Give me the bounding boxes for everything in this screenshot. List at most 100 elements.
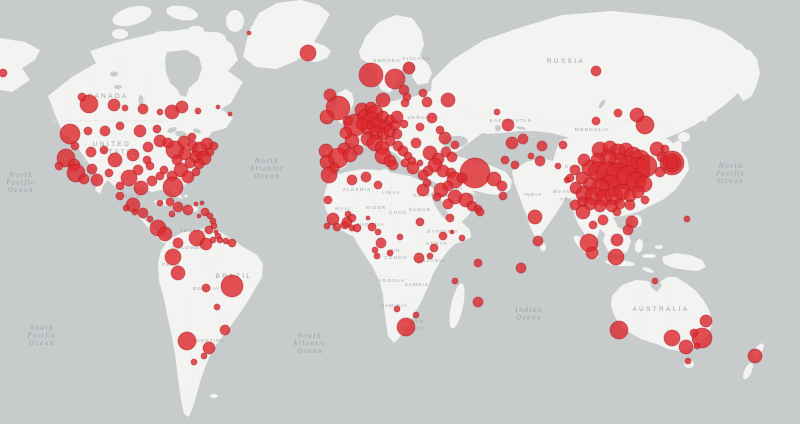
case-bubble[interactable] bbox=[209, 236, 217, 244]
case-bubble[interactable] bbox=[410, 137, 422, 149]
case-bubble[interactable] bbox=[159, 165, 169, 175]
case-bubble[interactable] bbox=[505, 136, 519, 150]
case-bubble[interactable] bbox=[500, 155, 510, 165]
case-bubble[interactable] bbox=[200, 352, 208, 360]
case-bubble[interactable] bbox=[162, 176, 184, 198]
case-bubble[interactable] bbox=[115, 121, 125, 131]
case-bubble[interactable] bbox=[429, 243, 439, 253]
case-bubble[interactable] bbox=[445, 213, 455, 223]
case-bubble[interactable] bbox=[498, 191, 508, 201]
case-bubble[interactable] bbox=[115, 181, 125, 191]
case-bubble[interactable] bbox=[693, 342, 701, 350]
case-bubble[interactable] bbox=[202, 341, 216, 355]
case-bubble[interactable] bbox=[115, 191, 125, 201]
case-bubble[interactable] bbox=[406, 161, 420, 175]
case-bubble[interactable] bbox=[131, 208, 139, 216]
case-bubble[interactable] bbox=[663, 329, 681, 347]
case-bubble[interactable] bbox=[199, 237, 213, 251]
case-bubble[interactable] bbox=[107, 98, 121, 112]
case-bubble[interactable] bbox=[421, 96, 433, 108]
case-bubble[interactable] bbox=[59, 123, 81, 145]
case-bubble[interactable] bbox=[458, 234, 466, 242]
case-bubble[interactable] bbox=[104, 168, 114, 178]
case-bubble[interactable] bbox=[442, 198, 454, 210]
case-bubble[interactable] bbox=[449, 229, 455, 235]
case-bubble[interactable] bbox=[613, 108, 623, 118]
case-bubble[interactable] bbox=[175, 100, 189, 114]
case-bubble[interactable] bbox=[591, 116, 601, 126]
case-bubble[interactable] bbox=[107, 152, 123, 168]
case-bubble[interactable] bbox=[352, 223, 362, 233]
case-bubble[interactable] bbox=[534, 155, 546, 167]
case-bubble[interactable] bbox=[152, 124, 162, 134]
case-bubble[interactable] bbox=[121, 104, 129, 112]
case-bubble[interactable] bbox=[446, 151, 458, 163]
case-bubble[interactable] bbox=[156, 199, 164, 207]
case-bubble[interactable] bbox=[699, 314, 713, 328]
case-bubble[interactable] bbox=[590, 65, 602, 77]
case-bubble[interactable] bbox=[172, 201, 184, 213]
case-bubble[interactable] bbox=[399, 119, 409, 129]
case-bubble[interactable] bbox=[120, 169, 138, 187]
case-bubble[interactable] bbox=[374, 228, 382, 236]
case-bubble[interactable] bbox=[205, 147, 215, 157]
case-bubble[interactable] bbox=[412, 311, 420, 319]
case-bubble[interactable] bbox=[459, 157, 491, 189]
case-bubble[interactable] bbox=[323, 88, 337, 102]
case-bubble[interactable] bbox=[418, 88, 428, 98]
case-bubble[interactable] bbox=[78, 173, 90, 185]
case-bubble[interactable] bbox=[393, 305, 401, 313]
case-bubble[interactable] bbox=[355, 117, 369, 131]
case-bubble[interactable] bbox=[435, 125, 445, 135]
case-bubble[interactable] bbox=[527, 152, 535, 160]
case-bubble[interactable] bbox=[126, 148, 140, 162]
case-bubble[interactable] bbox=[558, 140, 568, 150]
case-bubble[interactable] bbox=[320, 166, 338, 184]
case-bubble[interactable] bbox=[400, 158, 410, 168]
case-bubble[interactable] bbox=[344, 133, 360, 149]
case-bubble[interactable] bbox=[665, 156, 679, 170]
case-bubble[interactable] bbox=[170, 265, 186, 281]
case-bubble[interactable] bbox=[373, 180, 383, 190]
case-bubble[interactable] bbox=[342, 147, 358, 163]
case-bubble[interactable] bbox=[193, 201, 199, 207]
case-bubble[interactable] bbox=[614, 198, 626, 210]
case-bubble[interactable] bbox=[438, 231, 448, 241]
case-bubble[interactable] bbox=[597, 214, 609, 226]
case-bubble[interactable] bbox=[375, 92, 391, 108]
case-bubble[interactable] bbox=[654, 166, 666, 178]
case-bubble[interactable] bbox=[201, 283, 211, 293]
case-bubble[interactable] bbox=[660, 144, 670, 154]
case-bubble[interactable] bbox=[133, 124, 147, 138]
case-bubble[interactable] bbox=[585, 246, 599, 260]
case-bubble[interactable] bbox=[367, 222, 377, 232]
case-bubble[interactable] bbox=[146, 215, 154, 223]
case-bubble[interactable] bbox=[215, 104, 221, 110]
case-bubble[interactable] bbox=[416, 183, 430, 197]
case-bubble[interactable] bbox=[609, 320, 629, 340]
case-bubble[interactable] bbox=[622, 224, 634, 236]
case-bubble[interactable] bbox=[54, 161, 64, 171]
case-bubble[interactable] bbox=[299, 44, 317, 62]
case-bubble[interactable] bbox=[200, 207, 210, 217]
case-bubble[interactable] bbox=[323, 195, 333, 205]
case-bubble[interactable] bbox=[332, 222, 342, 232]
case-bubble[interactable] bbox=[358, 62, 384, 88]
case-bubble[interactable] bbox=[360, 171, 372, 183]
case-bubble[interactable] bbox=[145, 161, 155, 171]
case-bubble[interactable] bbox=[629, 107, 645, 123]
case-bubble[interactable] bbox=[187, 132, 197, 142]
case-bubble[interactable] bbox=[472, 296, 484, 308]
case-bubble[interactable] bbox=[493, 108, 501, 116]
case-bubble[interactable] bbox=[85, 146, 97, 158]
case-bubble[interactable] bbox=[400, 98, 410, 108]
case-bubble[interactable] bbox=[220, 274, 244, 298]
case-bubble[interactable] bbox=[162, 137, 174, 149]
case-bubble[interactable] bbox=[416, 159, 424, 167]
case-bubble[interactable] bbox=[86, 163, 98, 175]
case-bubble[interactable] bbox=[122, 204, 130, 212]
case-bubble[interactable] bbox=[0, 68, 8, 78]
case-bubble[interactable] bbox=[70, 141, 80, 151]
case-bubble[interactable] bbox=[177, 331, 197, 351]
